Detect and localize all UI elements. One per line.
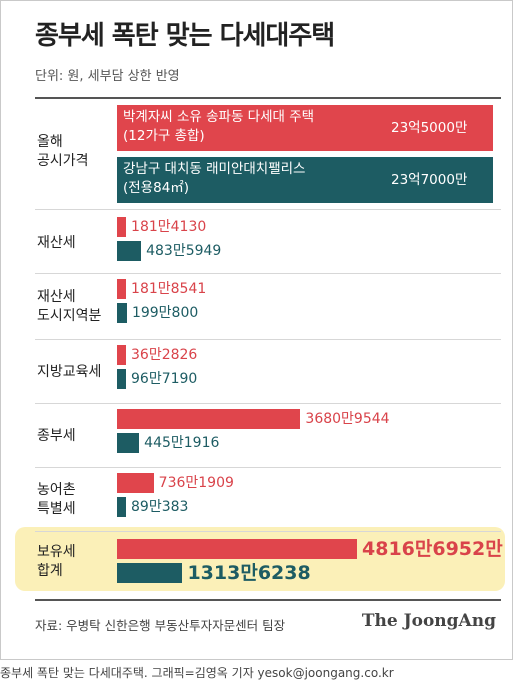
category-label-line: 재산세 bbox=[37, 289, 76, 305]
bar bbox=[117, 539, 357, 559]
bar bbox=[117, 433, 140, 453]
data-label: 1313만6238 bbox=[187, 562, 311, 584]
divider bbox=[35, 339, 501, 340]
bottom-divider bbox=[35, 599, 501, 601]
category-label-line: 지방교육세 bbox=[37, 363, 102, 380]
bar bbox=[117, 497, 126, 517]
category-label-line: 재산세 bbox=[37, 234, 76, 251]
price-bar-villa bbox=[117, 105, 493, 151]
data-label: 483만5949 bbox=[146, 243, 222, 259]
image-caption: 종부세 폭탄 맞는 다세대주택. 그래픽=김영옥 기자 yesok@joonga… bbox=[0, 666, 394, 680]
category-label-line: 농어촌 bbox=[37, 482, 76, 498]
top-divider bbox=[35, 97, 501, 99]
brand-logo: The JoongAng bbox=[361, 611, 496, 631]
data-label: 36만2826 bbox=[131, 347, 198, 363]
infographic-frame: 종부세 폭탄 맞는 다세대주택 단위: 원, 세부담 상한 반영 올해 공시가격… bbox=[0, 0, 513, 660]
category-label: 지방교육세 bbox=[37, 363, 101, 382]
divider bbox=[35, 209, 501, 210]
bar bbox=[117, 369, 126, 389]
bar bbox=[117, 409, 301, 429]
price-label-line2: 공시가격 bbox=[37, 153, 89, 169]
data-label: 736만1909 bbox=[158, 475, 234, 491]
data-label: 89만383 bbox=[131, 499, 189, 515]
bar bbox=[117, 563, 183, 583]
category-label-line: 도시지역분 bbox=[37, 308, 102, 324]
bar bbox=[117, 345, 126, 365]
data-label: 181만8541 bbox=[131, 281, 207, 297]
category-label-line: 종부세 bbox=[37, 427, 76, 444]
unit-note: 단위: 원, 세부담 상한 반영 bbox=[35, 69, 180, 84]
data-label: 3680만9544 bbox=[305, 411, 390, 427]
divider bbox=[35, 273, 501, 274]
category-label-line: 합계 bbox=[37, 563, 63, 579]
villa-price: 23억5000만 bbox=[391, 120, 468, 136]
apartment-name-line2: (전용84㎡) bbox=[123, 180, 190, 196]
data-label: 445만1916 bbox=[144, 435, 220, 451]
category-label: 재산세 bbox=[37, 234, 76, 253]
bar bbox=[117, 241, 142, 261]
price-label-line1: 올해 bbox=[37, 134, 63, 150]
divider bbox=[35, 531, 501, 532]
data-label: 181만4130 bbox=[131, 219, 207, 235]
apartment-name-line1: 강남구 대치동 래미안대치팰리스 bbox=[123, 161, 306, 177]
divider bbox=[35, 403, 501, 404]
divider bbox=[35, 467, 501, 468]
data-label: 4816만6952만 bbox=[362, 538, 503, 560]
chart-title: 종부세 폭탄 맞는 다세대주택 bbox=[35, 21, 335, 51]
category-label-line: 특별세 bbox=[37, 501, 76, 517]
data-label: 96만7190 bbox=[131, 371, 198, 387]
category-label-line: 보유세 bbox=[37, 544, 76, 560]
price-section-label: 올해 공시가격 bbox=[37, 133, 89, 171]
total-highlight bbox=[15, 527, 505, 591]
price-bar-apartment bbox=[117, 157, 493, 203]
bar bbox=[117, 217, 127, 237]
villa-name-line1: 박계자씨 소유 송파동 다세대 주택 bbox=[123, 109, 315, 125]
apartment-price: 23억7000만 bbox=[391, 172, 468, 188]
bar bbox=[117, 279, 127, 299]
category-label: 종부세 bbox=[37, 427, 76, 446]
source-note: 자료: 우병탁 신한은행 부동산투자자문센터 팀장 bbox=[35, 618, 286, 633]
bar bbox=[117, 303, 127, 323]
data-label: 199만800 bbox=[131, 305, 199, 321]
bar bbox=[117, 473, 154, 493]
villa-name-line2: (12가구 총합) bbox=[123, 128, 205, 144]
